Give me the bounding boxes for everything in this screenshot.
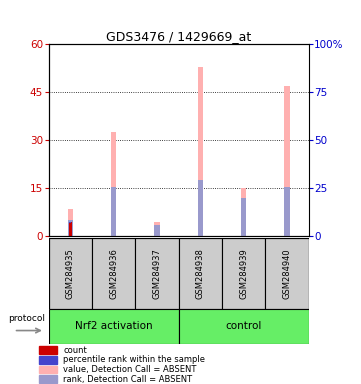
Bar [241, 188, 246, 236]
Bar [39, 366, 57, 373]
Bar [111, 132, 116, 236]
Text: value, Detection Call = ABSENT: value, Detection Call = ABSENT [63, 365, 196, 374]
Bar [135, 238, 179, 309]
Text: GSM284939: GSM284939 [239, 248, 248, 299]
Bar [155, 225, 160, 236]
Text: Nrf2 activation: Nrf2 activation [75, 321, 153, 331]
Text: control: control [226, 321, 262, 331]
Bar [49, 238, 92, 309]
Bar [198, 66, 203, 236]
Text: GSM284938: GSM284938 [196, 248, 205, 299]
Bar [39, 375, 57, 383]
Bar [69, 222, 72, 236]
Text: rank, Detection Call = ABSENT: rank, Detection Call = ABSENT [63, 374, 192, 384]
Bar [69, 222, 71, 223]
Bar [265, 238, 309, 309]
Bar [49, 309, 179, 344]
Bar [68, 209, 73, 236]
Bar [222, 238, 265, 309]
Bar [284, 86, 290, 236]
Title: GDS3476 / 1429669_at: GDS3476 / 1429669_at [106, 30, 251, 43]
Bar [198, 180, 203, 236]
Bar [92, 238, 135, 309]
Text: GSM284935: GSM284935 [66, 248, 75, 299]
Text: GSM284937: GSM284937 [153, 248, 161, 299]
Bar [39, 356, 57, 364]
Text: GSM284940: GSM284940 [283, 248, 291, 299]
Bar [39, 346, 57, 354]
Bar [284, 187, 290, 236]
Text: protocol: protocol [8, 314, 45, 323]
Bar [179, 309, 309, 344]
Bar [111, 187, 116, 236]
Text: GSM284936: GSM284936 [109, 248, 118, 299]
Bar [179, 238, 222, 309]
Bar [241, 198, 246, 236]
Bar [155, 222, 160, 236]
Text: count: count [63, 346, 87, 355]
Text: percentile rank within the sample: percentile rank within the sample [63, 355, 205, 364]
Bar [68, 220, 73, 236]
